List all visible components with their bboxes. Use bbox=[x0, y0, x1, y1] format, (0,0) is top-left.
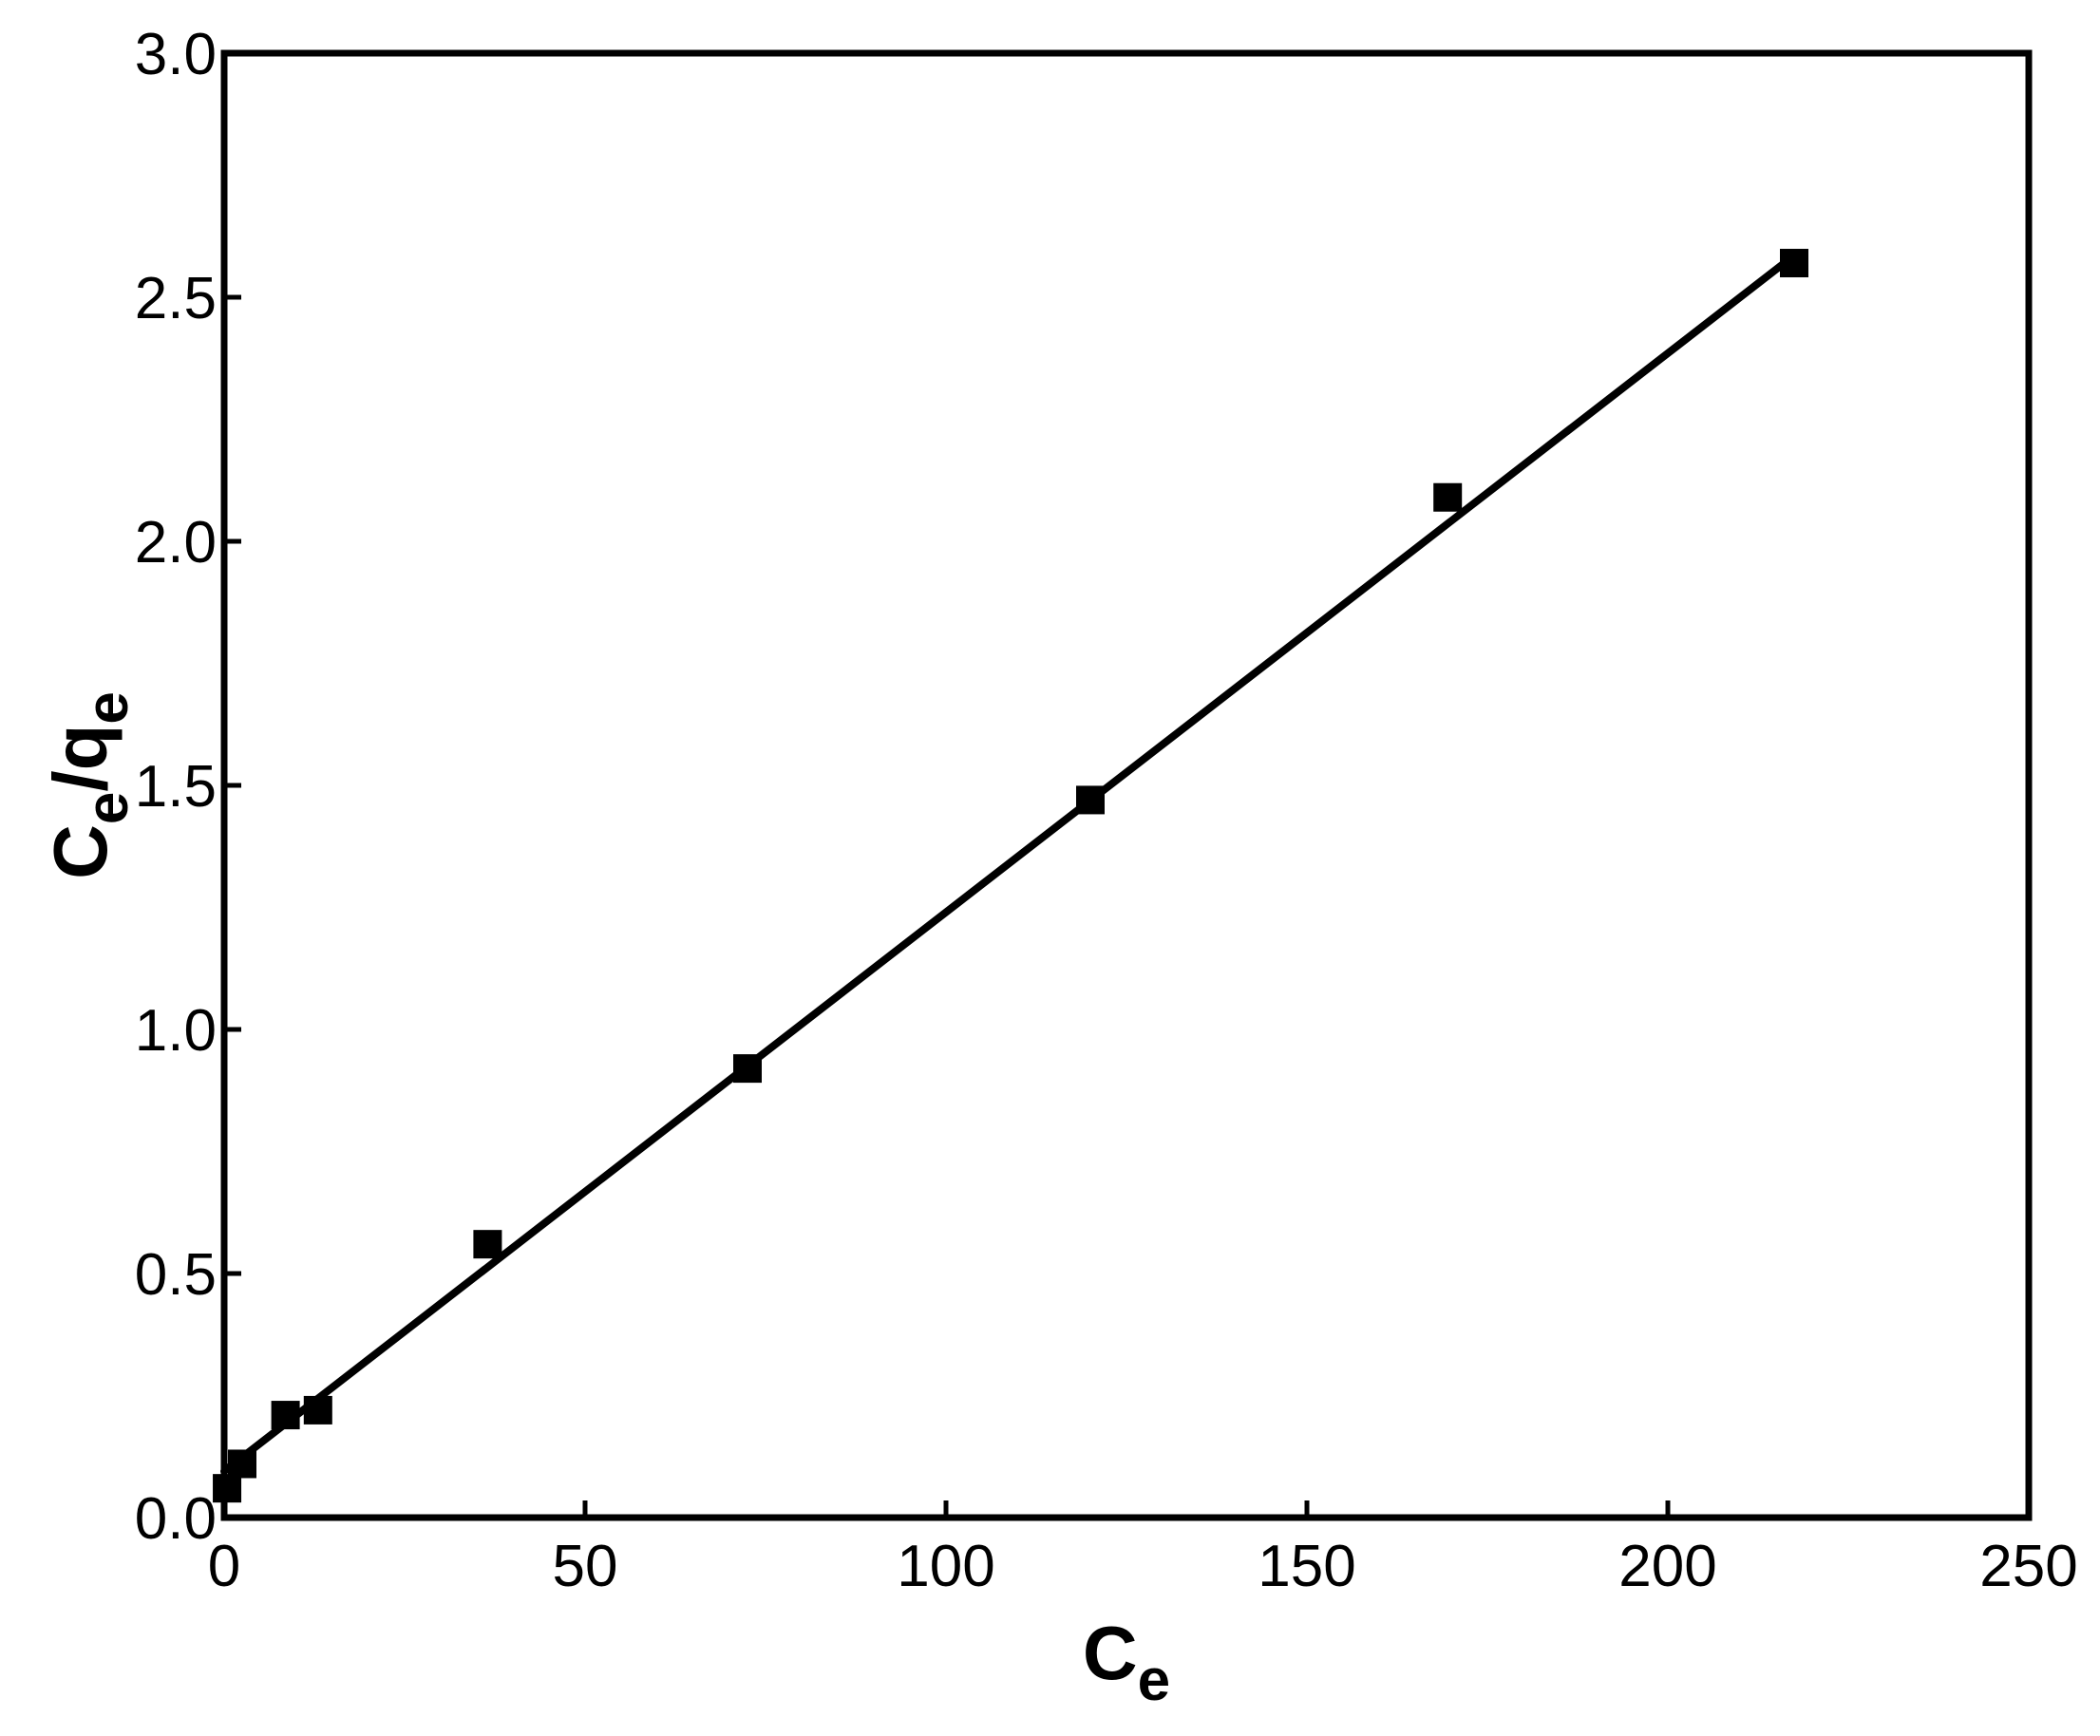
y-tick-label: 0.5 bbox=[135, 1242, 217, 1308]
y-tick-label: 1.0 bbox=[135, 998, 217, 1064]
label-layer: Ce Ce/qe bbox=[38, 691, 1170, 1713]
y-axis-title: Ce/qe bbox=[38, 691, 141, 879]
data-point bbox=[733, 1054, 762, 1084]
x-tick-label: 250 bbox=[1979, 1534, 2077, 1599]
y-tick-label: 3.0 bbox=[135, 22, 217, 87]
x-tick-label: 0 bbox=[208, 1534, 240, 1599]
x-tick-label: 200 bbox=[1618, 1534, 1716, 1599]
y-tick-label: 2.5 bbox=[135, 266, 217, 331]
x-tick-label: 50 bbox=[553, 1534, 618, 1599]
y-axis-title-main: C bbox=[38, 824, 123, 879]
data-point bbox=[1780, 249, 1808, 278]
plot-frame bbox=[220, 49, 2033, 1521]
data-point bbox=[303, 1395, 332, 1425]
y-tick-label: 1.5 bbox=[135, 754, 217, 820]
data-layer bbox=[213, 249, 1808, 1503]
data-point bbox=[1076, 785, 1105, 815]
data-point bbox=[473, 1230, 502, 1259]
y-axis-title-subscript-1: e bbox=[75, 792, 141, 824]
x-axis-title-subscript: e bbox=[1138, 1648, 1170, 1713]
data-point bbox=[271, 1401, 300, 1430]
data-point bbox=[228, 1449, 256, 1479]
y-tick-label: 2.0 bbox=[135, 510, 217, 576]
y-tick-label: 0.0 bbox=[135, 1486, 217, 1552]
axes-layer: 0 50 100 150 200 250 0.0 0.5 1.0 1.5 2.0 2.5 3.0 bbox=[135, 22, 2078, 1599]
x-axis-title: Ce bbox=[1083, 1611, 1170, 1713]
data-point bbox=[1433, 482, 1463, 512]
x-axis-title-main: C bbox=[1083, 1611, 1138, 1695]
y-axis-title-subscript-2: e bbox=[75, 691, 141, 724]
data-point bbox=[213, 1474, 242, 1503]
y-axis-title-separator: /q bbox=[38, 725, 123, 792]
x-tick-label: 150 bbox=[1258, 1534, 1355, 1599]
x-tick-label: 100 bbox=[897, 1534, 994, 1599]
fit-line bbox=[220, 254, 1795, 1476]
